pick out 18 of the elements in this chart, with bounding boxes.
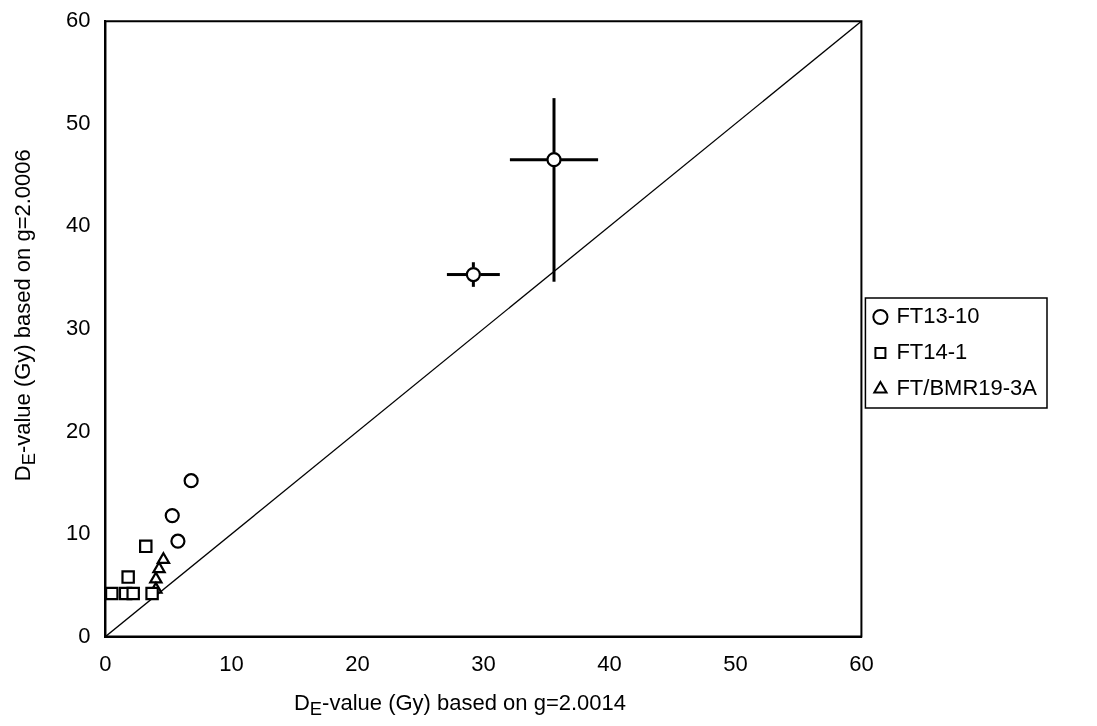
y-tick-label: 50 xyxy=(65,109,91,135)
y-tick-label: 0 xyxy=(78,622,91,648)
x-tick-label: 30 xyxy=(471,650,496,676)
legend-label: FT13-10 xyxy=(896,303,980,329)
legend-label: FT14-1 xyxy=(896,339,968,365)
y-tick-label: 10 xyxy=(65,520,91,546)
x-tick-label: 10 xyxy=(219,650,244,676)
x-tick-label: 0 xyxy=(99,650,112,676)
y-tick-label: 40 xyxy=(65,212,91,238)
y-tick-label: 20 xyxy=(65,417,91,443)
legend-label: FT/BMR19-3A xyxy=(896,375,1038,401)
x-axis-title: D$_{E}$-value (Gy) based on g=2.0014 xyxy=(292,690,627,721)
x-tick-label: 20 xyxy=(345,650,370,676)
y-tick-label: 30 xyxy=(65,314,91,340)
y-tick-label: 60 xyxy=(65,7,91,33)
x-tick-label: 60 xyxy=(849,650,874,676)
x-tick-label: 50 xyxy=(723,650,748,676)
x-tick-label: 40 xyxy=(597,650,622,676)
